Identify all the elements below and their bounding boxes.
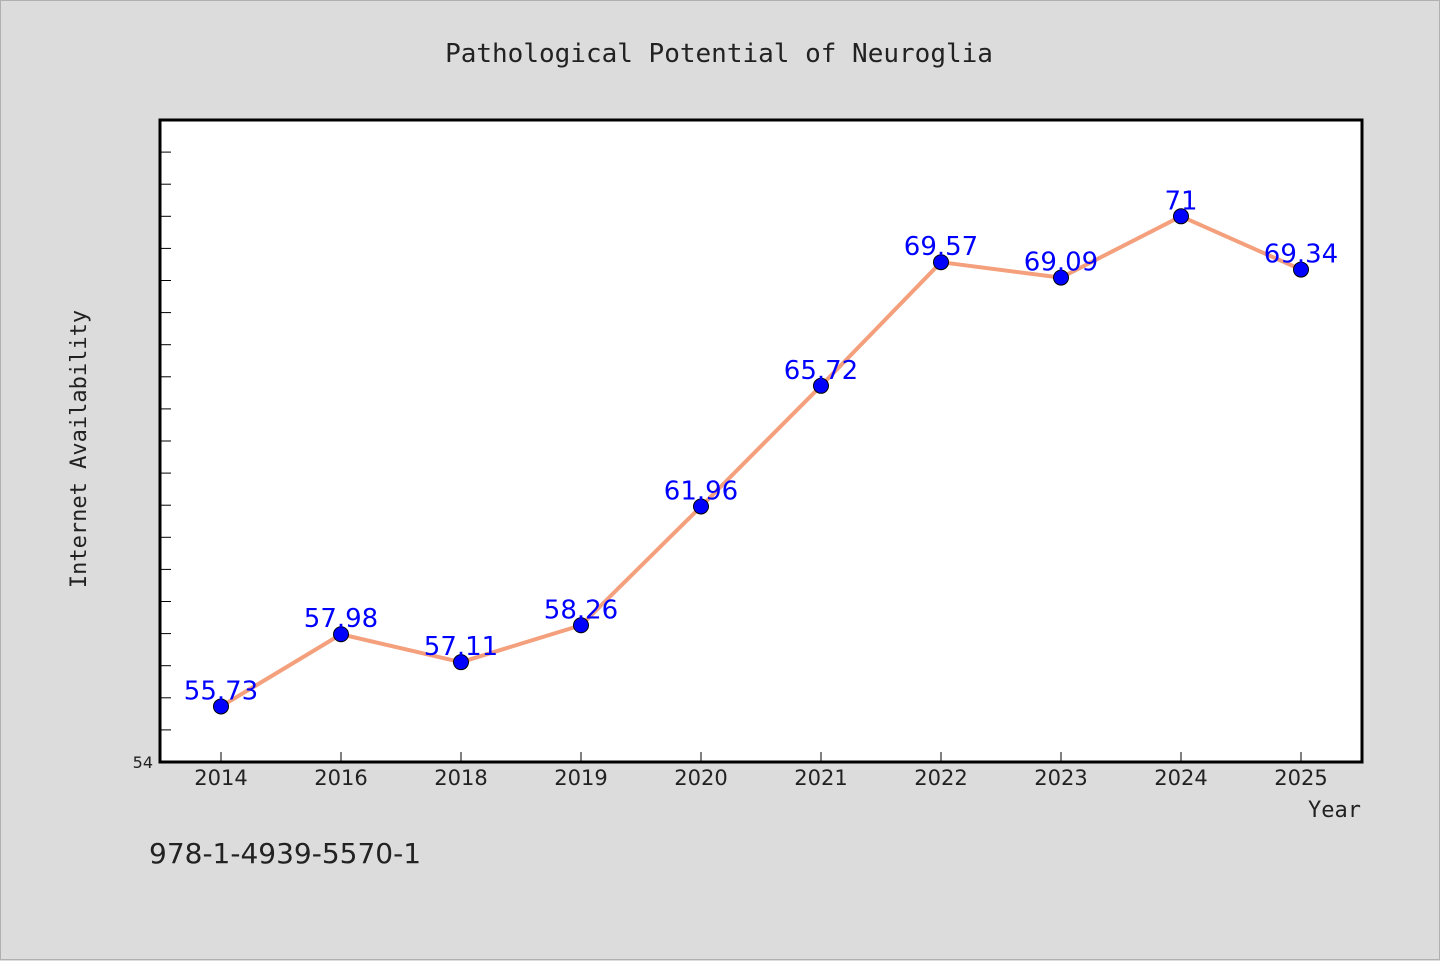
x-tick-label: 2018 (434, 766, 487, 790)
x-tick-label: 2025 (1274, 766, 1327, 790)
data-label: 65.72 (784, 356, 858, 386)
data-point (1053, 269, 1069, 286)
data-point (453, 654, 469, 671)
data-label: 58.26 (544, 595, 618, 625)
data-label: 57.98 (304, 604, 378, 634)
data-label: 71 (1164, 186, 1197, 216)
data-label: 69.09 (1024, 248, 1098, 278)
x-tick-label: 2014 (194, 766, 247, 790)
data-point (1173, 208, 1189, 225)
x-tick-label: 2019 (554, 766, 607, 790)
x-tick-label: 2020 (674, 766, 727, 790)
x-tick-label: 2024 (1154, 766, 1207, 790)
data-label: 55.73 (184, 676, 258, 706)
y-axis-label: Internet Availability (67, 310, 92, 588)
x-axis-ticks: 2014 2016 2018 2019 2020 2021 2022 2023 2024 2025 (194, 752, 1328, 790)
x-tick-label: 2023 (1034, 766, 1087, 790)
x-tick-label: 2016 (314, 766, 367, 790)
data-point (1293, 261, 1309, 278)
series-line (219, 214, 1302, 709)
data-label: 69.34 (1264, 240, 1338, 270)
data-point (693, 498, 709, 515)
data-point (573, 617, 589, 634)
data-point (213, 698, 229, 715)
data-point (813, 377, 829, 394)
y-tick-label: 54 (133, 753, 153, 772)
data-point (933, 254, 949, 271)
data-label: 69.57 (904, 232, 978, 262)
data-label: 57.11 (424, 632, 498, 662)
x-axis-label: Year (1308, 798, 1361, 823)
x-tick-label: 2022 (914, 766, 967, 790)
series-layer: 55.73 57.98 57.11 58.26 61.96 65.72 69.57 69.09… (184, 186, 1338, 715)
footer-id-text: 978-1-4939-5570-1 (149, 837, 421, 870)
data-label: 61.96 (664, 476, 738, 506)
chart-title: Pathological Potential of Neuroglia (445, 39, 993, 69)
x-tick-label: 2021 (794, 766, 847, 790)
data-point (333, 626, 349, 643)
y-axis-ticks: 54 (133, 151, 171, 772)
